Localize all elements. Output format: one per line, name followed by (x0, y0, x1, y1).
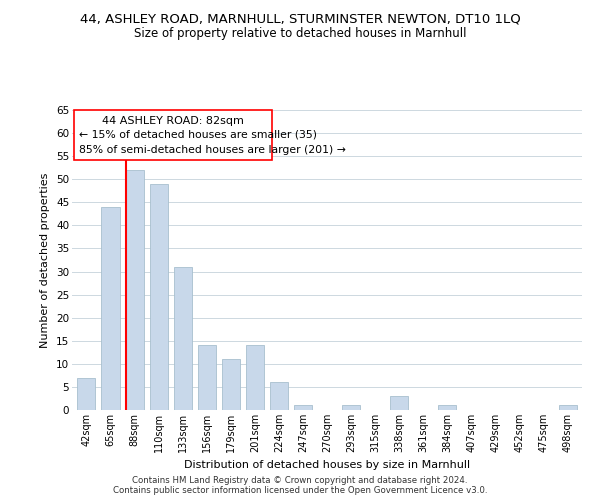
Text: ← 15% of detached houses are smaller (35): ← 15% of detached houses are smaller (35… (79, 130, 317, 140)
Text: 44, ASHLEY ROAD, MARNHULL, STURMINSTER NEWTON, DT10 1LQ: 44, ASHLEY ROAD, MARNHULL, STURMINSTER N… (80, 12, 520, 26)
Bar (125, 170, 143, 410)
Text: Size of property relative to detached houses in Marnhull: Size of property relative to detached ho… (134, 28, 466, 40)
Bar (149, 184, 167, 410)
Bar (390, 396, 408, 410)
X-axis label: Distribution of detached houses by size in Marnhull: Distribution of detached houses by size … (184, 460, 470, 470)
Bar (173, 267, 191, 410)
Y-axis label: Number of detached properties: Number of detached properties (40, 172, 50, 348)
Bar (222, 359, 240, 410)
Text: 44 ASHLEY ROAD: 82sqm: 44 ASHLEY ROAD: 82sqm (102, 116, 244, 126)
Bar (294, 406, 312, 410)
Text: Contains public sector information licensed under the Open Government Licence v3: Contains public sector information licen… (113, 486, 487, 495)
Text: 85% of semi-detached houses are larger (201) →: 85% of semi-detached houses are larger (… (79, 144, 346, 154)
Bar (246, 346, 264, 410)
Bar (559, 406, 577, 410)
Bar (270, 382, 288, 410)
Bar (438, 406, 457, 410)
Bar (101, 207, 119, 410)
Bar (197, 346, 216, 410)
FancyBboxPatch shape (74, 110, 272, 160)
Text: Contains HM Land Registry data © Crown copyright and database right 2024.: Contains HM Land Registry data © Crown c… (132, 476, 468, 485)
Bar (77, 378, 95, 410)
Bar (342, 406, 360, 410)
